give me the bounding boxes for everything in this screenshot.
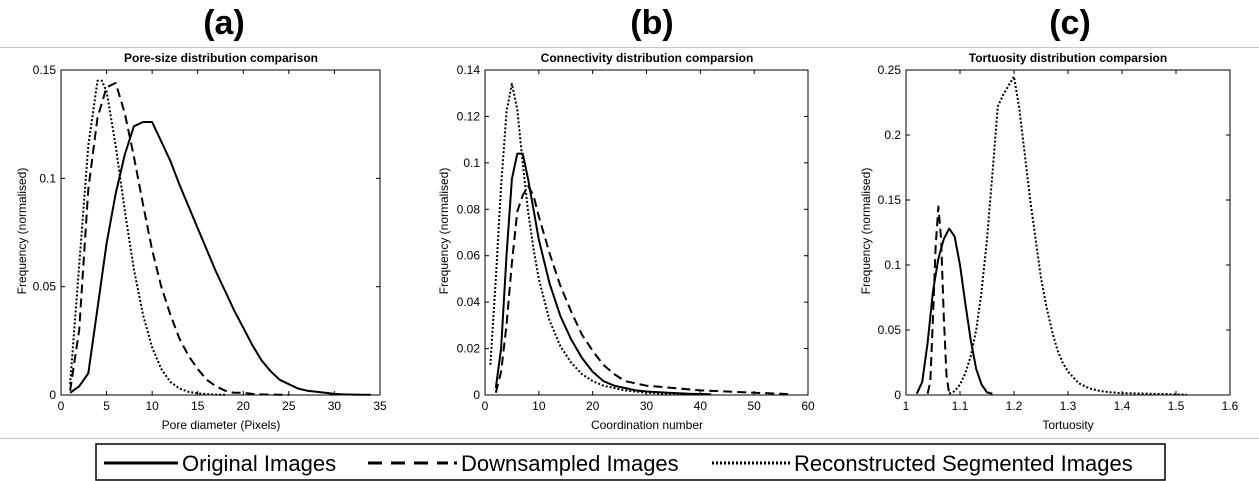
x-axis-label: Pore diameter (Pixels) — [162, 418, 281, 432]
panel-label-a: (a) — [203, 4, 245, 42]
x-tick-label: 1.6 — [1222, 399, 1239, 413]
x-tick-label: 5 — [103, 399, 110, 413]
plot-area — [905, 69, 1231, 396]
y-tick-label: 0.25 — [878, 63, 902, 77]
y-tick-label: 0.15 — [33, 63, 57, 77]
y-tick-label: 0.15 — [878, 193, 902, 207]
x-tick-label: 35 — [373, 399, 387, 413]
chart-title: Tortuosity distribution comparsion — [969, 51, 1167, 65]
y-tick-label: 0 — [473, 388, 480, 402]
chart-title: Pore-size distribution comparison — [124, 51, 318, 65]
y-tick-label: 0.12 — [457, 109, 481, 123]
x-tick-label: 1.3 — [1060, 399, 1077, 413]
y-tick-label: 0.05 — [878, 323, 902, 337]
y-axis-label: Frequency (normalised) — [437, 168, 451, 295]
series-line-original-images — [494, 152, 712, 396]
x-tick-label: 30 — [640, 399, 654, 413]
y-tick-label: 0.06 — [457, 249, 481, 263]
x-tick-label: 20 — [586, 399, 600, 413]
y-tick-label: 0.14 — [457, 63, 481, 77]
x-tick-label: 10 — [145, 399, 159, 413]
chart-panel-pore-size: Pore-size distribution comparison Pore d… — [15, 51, 387, 432]
y-axis-label: Frequency (normalised) — [859, 168, 873, 295]
series-line-downsampled-images — [69, 82, 289, 396]
y-tick-label: 0.1 — [39, 171, 56, 185]
x-tick-label: 1.1 — [952, 399, 969, 413]
legend: Original Images Downsampled Images Recon… — [95, 443, 1166, 481]
x-axis-label: Coordination number — [591, 418, 703, 432]
legend-label-downsampled: Downsampled Images — [461, 451, 679, 476]
x-tick-label: 15 — [191, 399, 205, 413]
y-tick-label: 0.04 — [457, 295, 481, 309]
series-line-downsampled-images — [494, 185, 792, 396]
x-tick-label: 1.2 — [1006, 399, 1023, 413]
y-tick-label: 0.08 — [457, 202, 481, 216]
series-line-original-images — [915, 227, 993, 395]
y-tick-label: 0.1 — [884, 258, 901, 272]
x-tick-label: 1.5 — [1168, 399, 1185, 413]
x-tick-label: 30 — [328, 399, 342, 413]
series-line-reconstructed-segmented-images — [489, 82, 690, 396]
series-line-reconstructed-segmented-images — [69, 79, 226, 396]
y-tick-label: 0.05 — [33, 280, 57, 294]
y-tick-label: 0.1 — [463, 156, 480, 170]
series-line-downsampled-images — [926, 205, 951, 394]
x-tick-label: 50 — [747, 399, 761, 413]
x-axis-label: Tortuosity — [1042, 418, 1093, 432]
chart-title: Connectivity distribution comparsion — [541, 51, 754, 65]
x-tick-label: 1 — [903, 399, 910, 413]
chart-panel-connectivity: Connectivity distribution comparsion Coo… — [437, 51, 815, 432]
y-tick-label: 0 — [894, 388, 901, 402]
legend-box — [95, 443, 1166, 481]
y-tick-label: 0.2 — [884, 128, 901, 142]
chart-panel-tortuosity: Tortuosity distribution comparsion Tortu… — [859, 51, 1239, 432]
legend-label-original: Original Images — [182, 451, 336, 476]
x-tick-label: 0 — [482, 399, 489, 413]
x-tick-label: 60 — [801, 399, 815, 413]
x-tick-label: 0 — [58, 399, 65, 413]
y-tick-label: 0 — [49, 388, 56, 402]
x-tick-label: 10 — [532, 399, 546, 413]
legend-label-reconstructed: Reconstructed Segmented Images — [794, 451, 1133, 476]
x-tick-label: 20 — [237, 399, 251, 413]
x-tick-label: 1.4 — [1114, 399, 1131, 413]
panel-label-c: (c) — [1049, 4, 1091, 42]
x-tick-label: 25 — [282, 399, 296, 413]
x-tick-label: 40 — [694, 399, 708, 413]
plot-area — [60, 69, 381, 396]
y-tick-label: 0.02 — [457, 342, 481, 356]
y-axis-label: Frequency (normalised) — [15, 168, 29, 295]
plot-area — [484, 69, 809, 396]
panel-label-b: (b) — [630, 4, 673, 42]
